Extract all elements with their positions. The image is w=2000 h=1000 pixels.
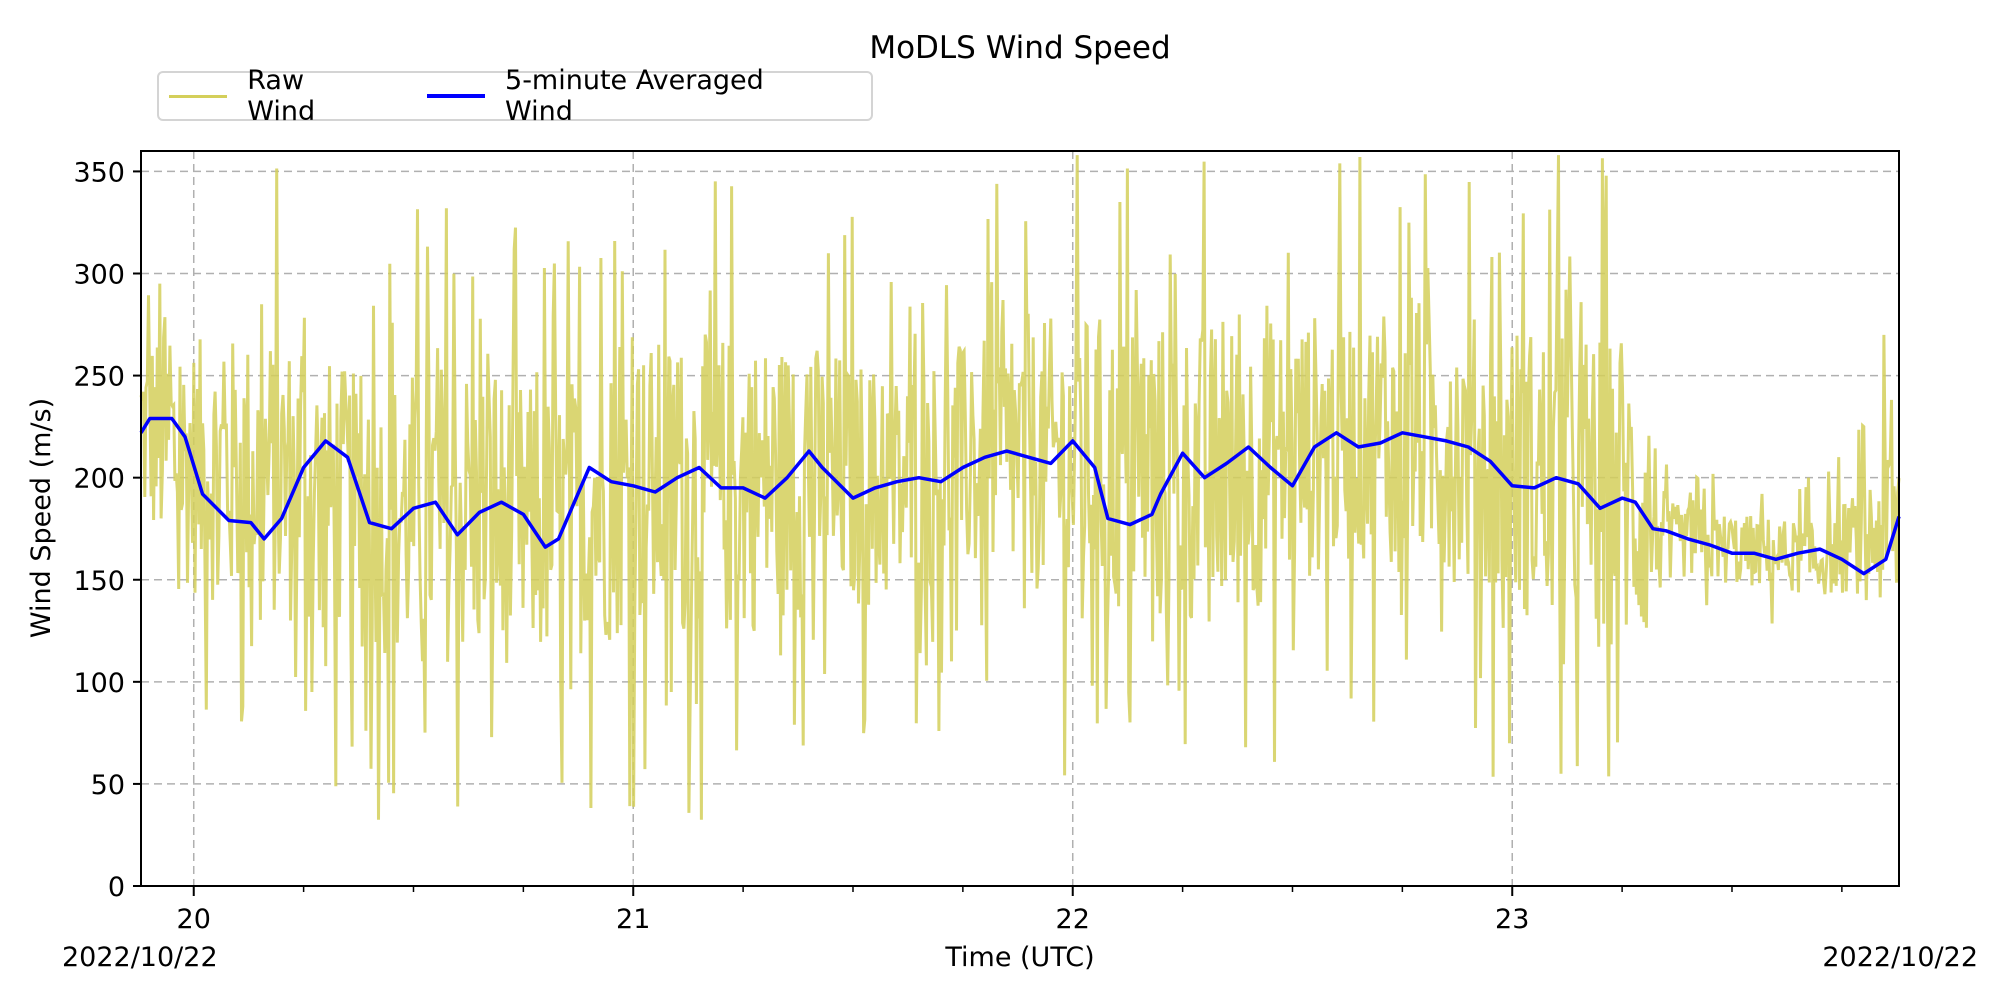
grid-lines bbox=[141, 151, 1899, 886]
y-tick-label: 200 bbox=[73, 464, 125, 495]
averaged-wind-line bbox=[139, 416, 1901, 576]
x-tick-label: 21 bbox=[616, 904, 650, 935]
y-tick-label: 50 bbox=[91, 770, 125, 801]
averaged-wind-layer bbox=[139, 416, 1901, 576]
plot-frame bbox=[140, 150, 1900, 887]
x-tick-label: 23 bbox=[1495, 904, 1529, 935]
date-label-left: 2022/10/22 bbox=[62, 942, 218, 973]
raw-wind-layer bbox=[139, 155, 1901, 820]
legend-item-avg: 5-minute Averaged Wind bbox=[426, 65, 831, 127]
y-axis-label: Wind Speed (m/s) bbox=[26, 398, 57, 638]
legend: Raw Wind 5-minute Averaged Wind bbox=[157, 65, 873, 127]
legend-swatch-raw bbox=[169, 94, 228, 98]
chart-title: MoDLS Wind Speed bbox=[869, 30, 1170, 66]
legend-label-avg: 5-minute Averaged Wind bbox=[505, 65, 764, 127]
y-tick-label: 300 bbox=[73, 260, 125, 291]
x-tick-label: 20 bbox=[177, 904, 211, 935]
x-tick-label: 22 bbox=[1056, 904, 1090, 935]
raw-wind-line bbox=[139, 155, 1901, 820]
legend-item-raw: Raw Wind bbox=[169, 65, 377, 127]
y-axis: 0 50 100 150 200 250 300 350 bbox=[73, 157, 141, 903]
legend-label-raw: Raw Wind bbox=[247, 65, 316, 127]
y-tick-label: 250 bbox=[73, 362, 125, 393]
date-label-right: 2022/10/22 bbox=[1822, 942, 1978, 973]
legend-swatch-avg bbox=[426, 94, 486, 98]
y-tick-label: 350 bbox=[73, 157, 125, 188]
x-axis: 20 21 22 23 bbox=[177, 886, 1843, 935]
y-tick-label: 100 bbox=[73, 668, 125, 699]
y-tick-label: 0 bbox=[108, 872, 125, 903]
x-axis-label: Time (UTC) bbox=[944, 942, 1094, 973]
y-tick-label: 150 bbox=[73, 566, 125, 597]
